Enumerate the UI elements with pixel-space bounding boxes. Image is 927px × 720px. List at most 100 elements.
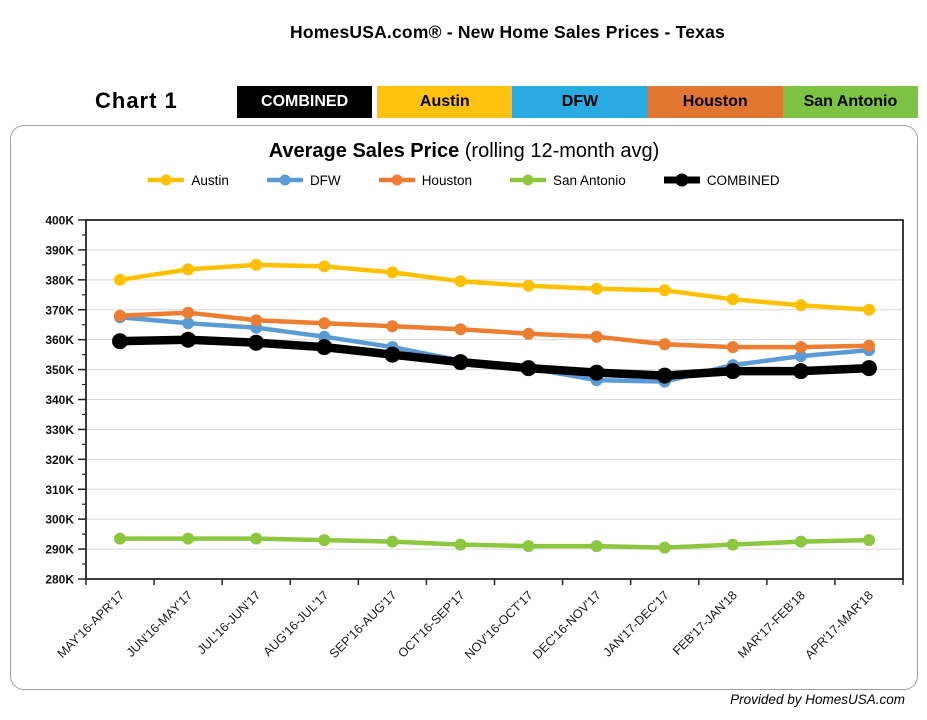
data-point-combined [861, 360, 877, 377]
legend-label: COMBINED [706, 172, 780, 188]
x-axis-tick-label: MAY'16-APR'17 [55, 588, 128, 661]
y-axis-tick-label: 320K [45, 453, 74, 467]
data-point-houston [658, 338, 671, 351]
data-point-san-antonio [250, 532, 263, 545]
data-point-combined [112, 333, 128, 350]
page-title: HomesUSA.com® - New Home Sales Prices - … [290, 22, 725, 42]
tab-combined[interactable]: COMBINED [237, 86, 373, 118]
data-point-san-antonio [863, 534, 875, 547]
data-point-combined [520, 360, 537, 377]
data-point-austin [658, 284, 671, 297]
series-line-houston [117, 310, 872, 350]
data-point-combined [384, 346, 401, 363]
tab-houston[interactable]: Houston [647, 86, 783, 118]
data-point-austin [454, 275, 467, 288]
y-axis-tick-label: 400K [45, 214, 74, 228]
axis-group: 280K 290K 300K 310K 320K 330K 340K 350K 360K 370K… [45, 214, 904, 587]
series-line-austin [117, 262, 872, 313]
y-axis-tick-label: 390K [45, 243, 74, 257]
y-axis-tick-label: 280K [45, 573, 74, 587]
data-point-san-antonio [114, 532, 126, 545]
legend-label: San Antonio [552, 172, 626, 188]
data-point-houston [454, 323, 467, 336]
x-axis-tick-label: JAN'17-DEC'17 [601, 588, 672, 659]
legend-item-houston: Houston [378, 172, 472, 188]
series-line-combined [115, 335, 874, 380]
legend-label: Austin [191, 172, 229, 188]
x-axis-tick-label: JUN'16-MAY'17 [124, 588, 196, 660]
x-axis-tick-label: OCT'16-SEP'17 [395, 588, 467, 660]
legend-item-combined: COMBINED [663, 172, 780, 188]
y-axis-tick-label: 350K [45, 363, 74, 377]
data-point-austin [863, 303, 875, 316]
data-point-austin [726, 293, 739, 306]
tab-bar: Chart 1 COMBINED Austin DFW Houston San Anto… [95, 86, 919, 118]
y-axis-tick-label: 300K [45, 513, 74, 527]
series-dfw [114, 311, 875, 388]
data-point-austin [182, 263, 195, 276]
data-point-san-antonio [522, 540, 535, 553]
chart-card: Average Sales Price (rolling 12-month av… [10, 125, 918, 690]
y-axis-tick-label: 290K [45, 543, 74, 557]
data-point-dfw [794, 350, 807, 363]
series-combined [112, 331, 877, 384]
data-point-houston [114, 309, 126, 322]
data-point-san-antonio [726, 538, 739, 551]
legend-item-austin: Austin [148, 172, 229, 188]
x-axis-tick-label: NOV'16-OCT'17 [462, 588, 536, 662]
data-point-houston [250, 314, 263, 327]
data-point-combined [724, 363, 741, 380]
tab-austin[interactable]: Austin [377, 86, 513, 118]
dfw-legend-marker-icon [266, 174, 303, 186]
chart-title-main: Average Sales Price [268, 140, 460, 162]
x-axis-tick-label: SEP'16-AUG'17 [327, 588, 400, 661]
data-point-san-antonio [318, 534, 331, 547]
chart-number-label: Chart 1 [95, 88, 178, 113]
series-austin [114, 258, 875, 316]
legend-item-san-antonio: San Antonio [509, 172, 626, 188]
data-point-houston [182, 306, 195, 319]
y-axis-tick-label: 340K [45, 393, 74, 407]
data-point-san-antonio [658, 541, 671, 554]
series-houston [114, 306, 875, 354]
x-axis-tick-label: APR'17-MAR'18 [802, 588, 876, 662]
data-point-austin [318, 260, 331, 273]
data-point-combined [452, 354, 469, 371]
data-point-san-antonio [590, 540, 603, 553]
chart-legend: Austin DFW Houston San Antonio COMBINED [11, 172, 917, 188]
x-axis-tick-label: FEB'17-JAN'18 [670, 588, 740, 658]
data-point-combined [248, 334, 265, 351]
data-point-austin [522, 279, 535, 292]
data-point-austin [250, 258, 263, 271]
legend-label: Houston [421, 172, 472, 188]
tab-san-antonio[interactable]: San Antonio [782, 86, 919, 118]
data-point-austin [114, 273, 126, 286]
series-line-san-antonio [117, 536, 872, 550]
combined-legend-marker-icon [663, 173, 700, 187]
tab-dfw[interactable]: DFW [512, 86, 648, 118]
data-point-combined [180, 331, 197, 348]
data-point-san-antonio [454, 538, 467, 551]
data-point-austin [794, 299, 807, 312]
data-point-san-antonio [386, 535, 399, 548]
data-point-houston [386, 320, 399, 333]
y-axis-tick-label: 380K [45, 273, 74, 287]
data-point-austin [386, 266, 399, 279]
data-point-combined [316, 339, 333, 356]
series-san-antonio [114, 532, 875, 554]
data-point-houston [590, 330, 603, 343]
city-tabs: COMBINED Austin DFW Houston San Antonio [237, 86, 919, 118]
y-axis-tick-label: 370K [45, 303, 74, 317]
data-point-combined [588, 364, 605, 381]
chart-title: Average Sales Price (rolling 12-month av… [11, 140, 917, 163]
austin-legend-marker-icon [148, 174, 185, 186]
gridlines-group [86, 249, 903, 550]
data-point-houston [522, 327, 535, 340]
y-axis-tick-label: 360K [45, 333, 74, 347]
x-axis-tick-label: JUL'16-JUN'17 [195, 588, 264, 657]
data-point-austin [590, 282, 603, 295]
y-axis-tick-label: 330K [45, 423, 74, 437]
legend-item-dfw: DFW [266, 172, 341, 188]
data-point-houston [318, 317, 331, 330]
